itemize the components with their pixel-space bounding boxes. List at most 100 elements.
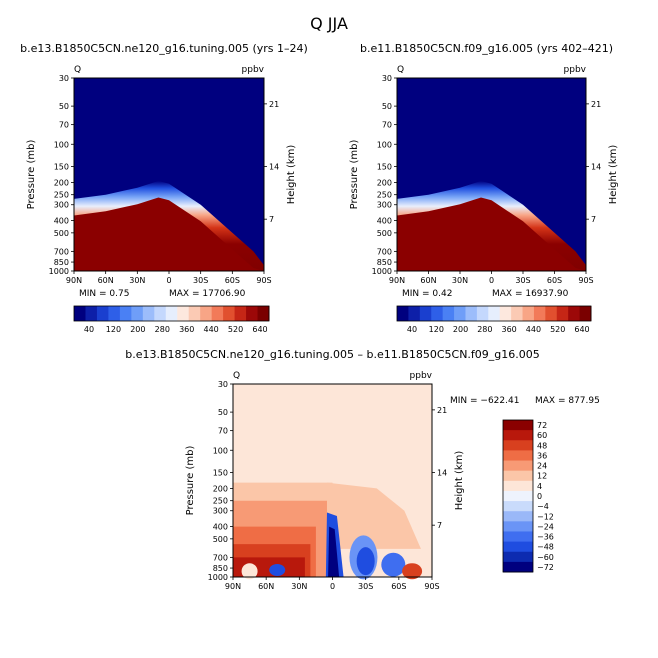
colorbar-label: 4 xyxy=(537,482,542,491)
colorbar-swatch xyxy=(503,561,533,573)
y-tick-label: 50 xyxy=(382,102,392,111)
y-tick-label: 150 xyxy=(54,163,69,172)
colorbar-label: 48 xyxy=(537,441,547,450)
colorbar-frame xyxy=(502,419,534,573)
y-tick-label: 100 xyxy=(213,446,228,455)
colorbar-swatch xyxy=(85,306,98,321)
y-tick-label: 70 xyxy=(218,427,228,436)
x-tick-label: 30S xyxy=(358,582,373,591)
colorbar-swatch xyxy=(522,306,535,321)
colorbar-label: 200 xyxy=(130,325,145,334)
min-label: MIN = 0.75 xyxy=(79,289,129,299)
min-label: MIN = 0.42 xyxy=(402,289,452,299)
max-label: MAX = 16937.90 xyxy=(492,289,569,299)
y-tick-label: 200 xyxy=(54,178,69,187)
colorbar-swatch xyxy=(503,470,533,482)
colorbar-label: 360 xyxy=(179,325,194,334)
colorbar-swatch xyxy=(503,551,533,563)
colorbar-label: −60 xyxy=(537,553,554,562)
y-tick-label: 1000 xyxy=(208,573,228,582)
colorbar-label: −48 xyxy=(537,543,554,552)
colorbar-frame xyxy=(73,305,270,322)
diff-negative xyxy=(381,552,406,577)
colorbar-swatch xyxy=(545,306,558,321)
y-tick-label: 50 xyxy=(218,408,228,417)
colorbar-swatch xyxy=(503,440,533,451)
height-tick-label: 21 xyxy=(591,100,601,109)
x-tick-label: 60S xyxy=(391,582,406,591)
x-tick-label: 0 xyxy=(489,276,494,285)
colorbar-label: 640 xyxy=(574,325,589,334)
y-axis-label: Pressure (mb) xyxy=(26,140,37,210)
panel-right-label: ppbv xyxy=(410,371,433,381)
colorbar-swatch xyxy=(131,306,144,321)
panel-f09: b.e11.B1850C5CN.f09_g16.005 (yrs 402–421… xyxy=(349,42,619,334)
x-tick-label: 90S xyxy=(578,276,593,285)
y-tick-label: 850 xyxy=(213,564,228,573)
colorbar-label: −72 xyxy=(537,563,554,572)
x-tick-label: 60S xyxy=(225,276,240,285)
y-tick-label: 400 xyxy=(213,523,228,532)
x-tick-label: 90N xyxy=(389,276,405,285)
colorbar-swatch xyxy=(503,531,533,543)
y-tick-label: 30 xyxy=(59,74,69,83)
colorbar-swatch xyxy=(223,306,236,321)
colorbar-swatch xyxy=(431,306,444,321)
panel-left-label: Q xyxy=(233,371,240,381)
x-tick-label: 90N xyxy=(66,276,82,285)
x-tick-label: 60S xyxy=(547,276,562,285)
colorbar-swatch xyxy=(188,306,201,321)
diff-negative xyxy=(269,563,286,576)
colorbar-swatch xyxy=(119,306,132,321)
y-tick-label: 500 xyxy=(54,229,69,238)
colorbar-swatch xyxy=(408,306,421,321)
colorbar-swatch xyxy=(556,306,569,321)
y-tick-label: 70 xyxy=(59,121,69,130)
diff-band xyxy=(326,482,421,549)
colorbar-label: 440 xyxy=(204,325,219,334)
colorbar-swatch xyxy=(533,306,546,321)
colorbar-label: 60 xyxy=(537,431,547,440)
x-tick-label: 90N xyxy=(225,582,241,591)
colorbar-label: 520 xyxy=(550,325,565,334)
colorbar-swatch xyxy=(108,306,121,321)
colorbar-swatch xyxy=(503,501,533,512)
y-tick-label: 250 xyxy=(54,191,69,200)
colorbar-swatch xyxy=(142,306,155,321)
max-label: MAX = 17706.90 xyxy=(169,289,246,299)
y-tick-label: 200 xyxy=(377,178,392,187)
y-axis-label: Pressure (mb) xyxy=(349,140,360,210)
colorbar-swatch xyxy=(488,306,501,321)
min-label: MIN = −622.41 xyxy=(450,396,519,406)
x-tick-label: 60N xyxy=(258,582,274,591)
height-tick-label: 7 xyxy=(437,521,442,530)
colorbar-swatch xyxy=(419,306,432,321)
colorbar-label: −24 xyxy=(537,522,554,531)
colorbar-swatch xyxy=(165,306,178,321)
y-tick-label: 850 xyxy=(54,258,69,267)
colorbar-swatch xyxy=(257,306,270,321)
y-tick-label: 150 xyxy=(377,163,392,172)
panel-left-label: Q xyxy=(397,65,404,75)
y-tick-label: 300 xyxy=(54,201,69,210)
x-tick-label: 30S xyxy=(515,276,530,285)
diff-pale xyxy=(241,563,258,580)
y-tick-label: 150 xyxy=(213,469,228,478)
y-tick-label: 300 xyxy=(213,507,228,516)
colorbar-label: 0 xyxy=(537,492,542,501)
colorbar-swatch xyxy=(177,306,190,321)
y-axis-label-right: Height (km) xyxy=(608,145,619,205)
colorbar-swatch xyxy=(246,306,259,321)
colorbar-label: 12 xyxy=(537,472,547,481)
colorbar-swatch xyxy=(234,306,247,321)
colorbar-label: 120 xyxy=(106,325,121,334)
colorbar-frame xyxy=(396,305,592,322)
y-tick-label: 100 xyxy=(377,140,392,149)
y-tick-label: 70 xyxy=(382,121,392,130)
x-tick-label: 0 xyxy=(330,582,335,591)
colorbar-label: 640 xyxy=(252,325,267,334)
max-label: MAX = 877.95 xyxy=(535,396,600,406)
colorbar-swatch xyxy=(579,306,592,321)
panel-title: b.e13.B1850C5CN.ne120_g16.tuning.005 – b… xyxy=(125,348,540,361)
colorbar-label: 280 xyxy=(155,325,170,334)
